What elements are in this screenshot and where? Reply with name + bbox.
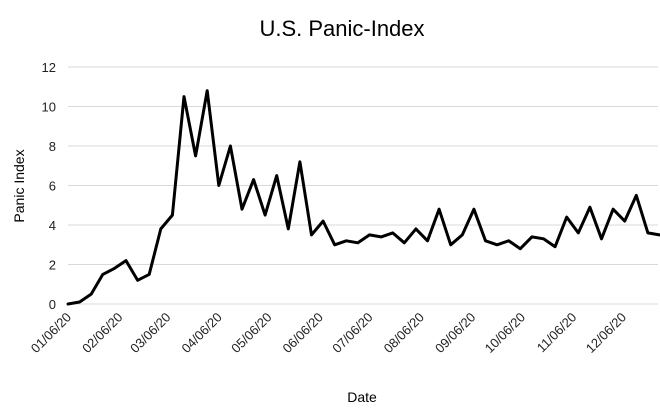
series-line xyxy=(66,89,660,306)
x-tick-label: 03/06/20 xyxy=(127,310,173,356)
y-axis-label: Panic Index xyxy=(11,149,27,222)
chart-title: U.S. Panic-Index xyxy=(259,16,424,41)
y-tick-label: 10 xyxy=(42,100,56,115)
x-axis-label: Date xyxy=(347,389,377,405)
x-axis-ticks: 01/06/20 02/06/20 03/06/20 04/06/20 05/06/20… xyxy=(28,310,629,356)
x-tick-label: 01/06/20 xyxy=(28,310,74,356)
x-tick-label: 09/06/20 xyxy=(432,310,478,356)
x-tick-label: 12/06/20 xyxy=(583,310,629,356)
x-tick-label: 05/06/20 xyxy=(228,310,274,356)
x-tick-label: 10/06/20 xyxy=(482,310,528,356)
y-tick-label: 8 xyxy=(49,139,56,154)
x-tick-label: 06/06/20 xyxy=(280,310,326,356)
y-axis-ticks: 0 2 4 6 8 10 12 xyxy=(42,60,56,312)
y-tick-label: 12 xyxy=(42,60,56,75)
x-tick-label: 07/06/20 xyxy=(329,310,375,356)
x-tick-label: 08/06/20 xyxy=(381,310,427,356)
x-tick-label: 02/06/20 xyxy=(79,310,125,356)
gridlines xyxy=(68,66,658,305)
y-tick-label: 2 xyxy=(49,258,56,273)
y-tick-label: 0 xyxy=(49,297,56,312)
y-tick-label: 6 xyxy=(49,179,56,194)
x-tick-label: 11/06/20 xyxy=(534,310,580,356)
y-tick-label: 4 xyxy=(49,218,56,233)
x-tick-label: 04/06/20 xyxy=(178,310,224,356)
